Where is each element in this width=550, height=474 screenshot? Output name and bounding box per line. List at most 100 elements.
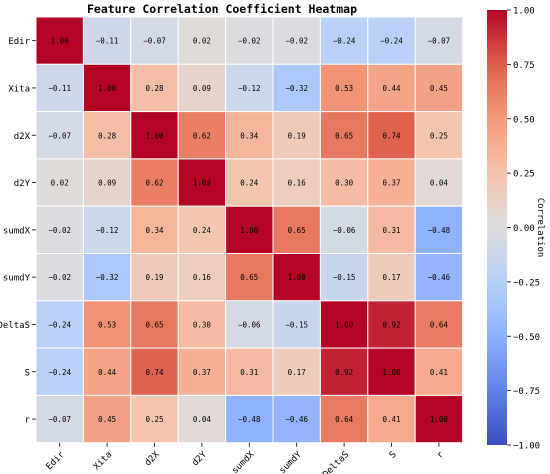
cell-value-label: 0.24	[193, 226, 212, 235]
cell-value-label: 0.17	[288, 368, 306, 377]
heatmap-cell	[414, 205, 464, 254]
row-tick-label: S	[25, 368, 30, 378]
cell-value-label: 0.65	[288, 226, 306, 235]
row-tick-label: sumdX	[3, 226, 31, 236]
colorbar-tick-label: −0.25	[513, 278, 540, 288]
colorbar-tick-label: −0.75	[513, 387, 540, 397]
heatmap-cell	[130, 63, 179, 113]
cell-value-label: −0.12	[238, 84, 261, 93]
column-tick-label: S	[388, 450, 399, 461]
cell-value-label: −0.24	[380, 37, 403, 46]
cell-value-label: 0.34	[240, 131, 259, 140]
cell-value-label: −0.02	[48, 226, 71, 235]
row-tick-label: Xita	[8, 84, 30, 94]
heatmap-cell	[177, 347, 227, 396]
heatmap-cell	[414, 253, 464, 302]
cell-value-label: −0.46	[428, 273, 451, 282]
cell-value-label: −0.06	[333, 226, 356, 235]
cell-value-label: 1.00	[193, 179, 212, 188]
column-tick-label: sumdY	[278, 449, 305, 474]
column-tick-label: sumdX	[230, 449, 257, 474]
heatmap-cell	[225, 63, 274, 113]
cell-value-label: 0.37	[193, 368, 211, 377]
row-tick-label: d2X	[14, 132, 31, 142]
cell-value-label: 1.00	[51, 37, 70, 46]
cell-value-label: 0.30	[193, 320, 212, 329]
cell-value-label: 0.37	[382, 179, 400, 188]
column-tick-label: d2X	[143, 449, 162, 468]
cell-value-label: 1.00	[335, 320, 354, 329]
row-tick-label: DeltaS	[0, 321, 30, 331]
heatmap-cell	[82, 111, 132, 160]
cell-value-label: −0.24	[333, 37, 356, 46]
row-tick-label: Edir	[8, 37, 30, 47]
heatmap-cell	[272, 394, 321, 444]
colorbar-tick-label: −0.50	[513, 333, 540, 343]
cell-value-label: 0.16	[288, 179, 307, 188]
cell-value-label: 0.02	[51, 179, 69, 188]
heatmap-cell	[130, 205, 179, 254]
cell-value-label: 0.19	[145, 273, 163, 282]
heatmap-cell	[225, 253, 274, 302]
heatmap-cell	[35, 347, 84, 396]
chart-title: Feature Correlation Coefficient Heatmap	[87, 2, 357, 16]
heatmap-cell	[82, 16, 132, 65]
heatmap-cell	[414, 111, 464, 160]
cell-value-label: 0.45	[430, 84, 448, 93]
cell-value-label: 0.65	[145, 320, 163, 329]
cell-value-label: 0.44	[382, 84, 401, 93]
colorbar-tick-label: −1.00	[513, 442, 540, 452]
cell-value-label: 0.34	[145, 226, 164, 235]
colorbar: 1.00 0.75 0.50 0.25 0.00 −0.25 −0.50 −0.75 −1.00…	[487, 7, 545, 452]
heatmap-cell	[367, 253, 416, 302]
heatmap-cell	[82, 300, 132, 349]
cell-value-label: 0.65	[335, 131, 353, 140]
cell-value-label: 0.74	[382, 131, 401, 140]
cell-value-label: 0.41	[382, 415, 400, 424]
cell-value-label: 0.62	[145, 179, 163, 188]
heatmap-cell	[177, 205, 227, 254]
cell-value-label: −0.02	[285, 37, 308, 46]
heatmap-cell	[367, 63, 416, 113]
cell-value-label: −0.46	[285, 415, 308, 424]
cell-value-label: 0.53	[335, 84, 353, 93]
heatmap-cell	[35, 394, 84, 444]
colorbar-tick-label: 1.00	[513, 7, 535, 17]
column-tick-label: r	[435, 449, 446, 460]
cell-value-label: −0.11	[48, 84, 71, 93]
heatmap-cell	[319, 63, 369, 113]
cell-value-label: 1.00	[240, 226, 259, 235]
column-tick-label: Edir	[45, 449, 68, 472]
cell-value-label: 0.28	[145, 84, 164, 93]
cell-value-label: 0.28	[98, 131, 117, 140]
cell-value-label: 0.17	[382, 273, 400, 282]
row-tick-label: d2Y	[14, 179, 31, 189]
heatmap-cell	[177, 253, 227, 302]
heatmap-cell	[414, 63, 464, 113]
heatmap-cell	[130, 111, 179, 160]
cell-value-label: 0.16	[193, 273, 212, 282]
cell-value-label: −0.07	[48, 131, 71, 140]
cell-value-label: 0.41	[430, 368, 448, 377]
row-tick-label: r	[25, 416, 31, 426]
heatmap-cell	[35, 111, 84, 160]
heatmap-cell	[272, 347, 321, 396]
column-tick-label: d2Y	[191, 449, 210, 468]
cell-value-label: −0.02	[48, 273, 71, 282]
cell-value-label: 0.25	[145, 415, 163, 424]
cell-value-label: 0.44	[98, 368, 117, 377]
heatmap-cell	[225, 300, 274, 349]
cell-value-label: 0.64	[335, 415, 354, 424]
cell-value-label: 1.00	[382, 368, 401, 377]
heatmap-cell	[35, 300, 84, 349]
row-tick-label: sumdY	[3, 274, 31, 284]
cell-value-label: −0.32	[96, 273, 119, 282]
heatmap-cell	[272, 253, 321, 302]
cell-value-label: −0.15	[285, 320, 308, 329]
cell-value-label: 1.00	[430, 415, 449, 424]
cell-value-label: 0.74	[145, 368, 164, 377]
cell-value-label: −0.12	[96, 226, 119, 235]
heatmap-cell	[414, 158, 464, 207]
cell-value-label: 0.24	[240, 179, 259, 188]
